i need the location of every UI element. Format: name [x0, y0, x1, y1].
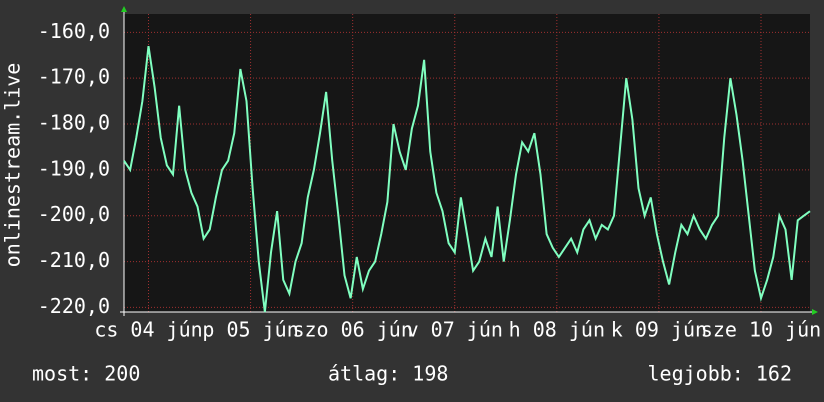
- y-tick-label: -190,0: [38, 156, 110, 180]
- y-tick-label: -160,0: [38, 19, 110, 43]
- y-tick-label: -170,0: [38, 65, 110, 89]
- x-tick-label: sze 10 jún: [701, 318, 821, 342]
- x-tick-label: szo 06 jún: [292, 318, 412, 342]
- x-tick-label: cs 04 jún: [94, 318, 202, 342]
- x-tick-label: v 07 jún: [407, 318, 503, 342]
- summary-best: legjobb: 162: [648, 362, 793, 386]
- plot-area: [124, 14, 810, 312]
- data-line: [123, 45, 811, 313]
- y-tick-label: -180,0: [38, 111, 110, 135]
- y-tick-label: -210,0: [38, 248, 110, 272]
- summary-current: most: 200: [32, 362, 140, 386]
- axis-arrow: [812, 309, 818, 315]
- y-tick-label: -220,0: [38, 294, 110, 318]
- x-tick-label: p 05 jún: [202, 318, 298, 342]
- x-tick-label: h 08 jún: [509, 318, 605, 342]
- y-axis-label: onlinestream.live: [1, 63, 25, 268]
- axis-arrow: [121, 6, 127, 12]
- x-tick-label: k 09 jún: [611, 318, 707, 342]
- summary-average: átlag: 198: [328, 362, 448, 386]
- y-tick-label: -200,0: [38, 202, 110, 226]
